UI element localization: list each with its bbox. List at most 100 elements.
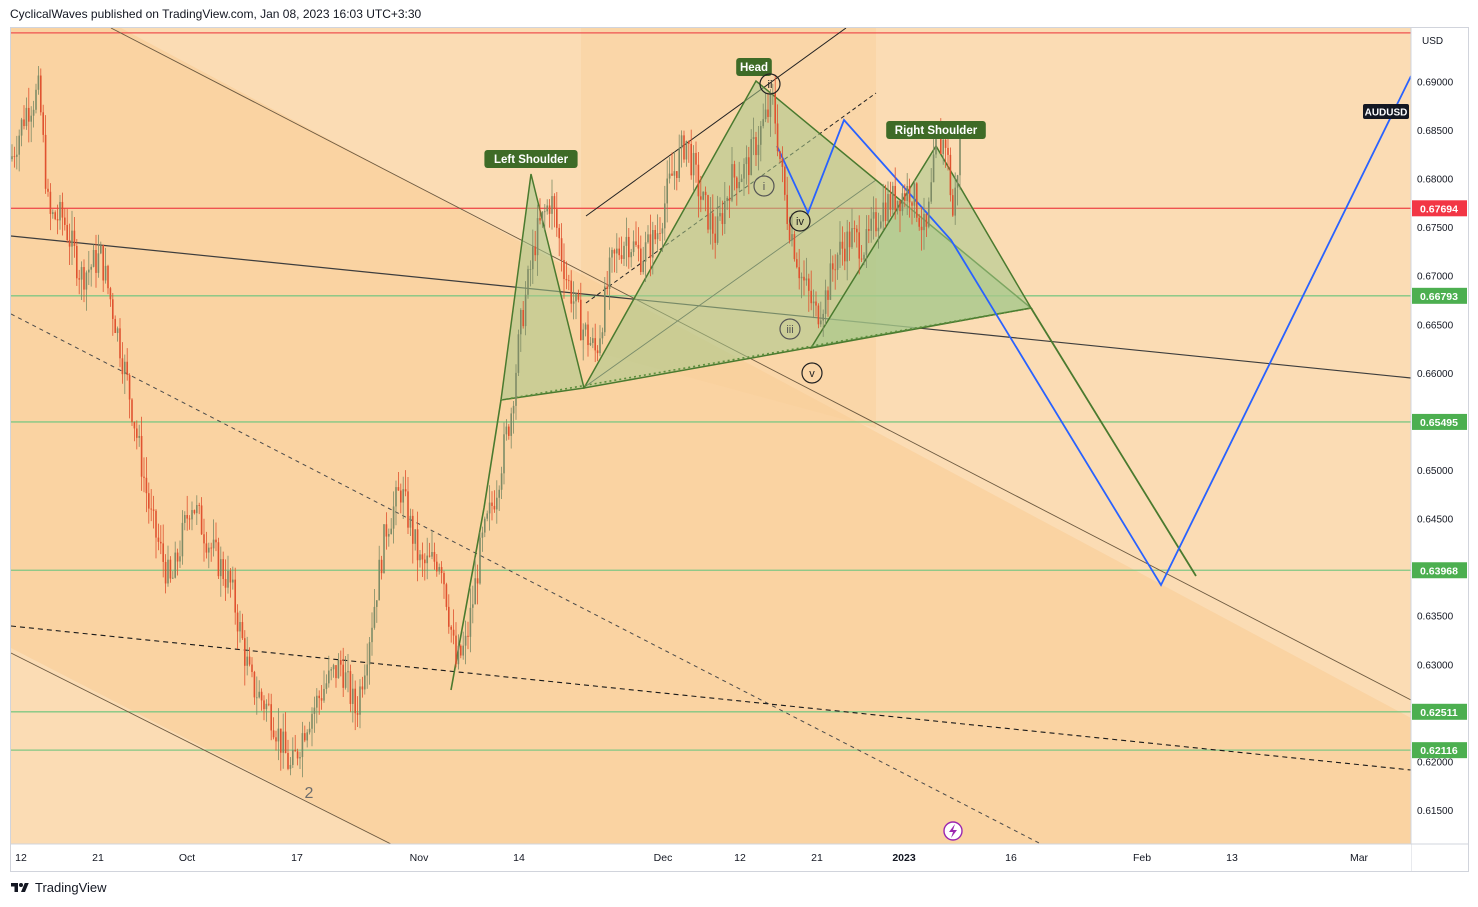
candle-body (32, 109, 35, 116)
candle-body (412, 515, 414, 544)
candle-body (344, 672, 347, 688)
candle-body (527, 269, 529, 295)
candle-body (894, 185, 896, 211)
candle-body (404, 489, 407, 492)
pattern-triangle[interactable] (809, 144, 1033, 350)
pattern-label[interactable]: Right Shoulder (886, 121, 986, 139)
candle-body (872, 212, 875, 219)
candle-body (942, 139, 944, 155)
wave-label-text: v (809, 368, 815, 380)
x-tick-label: 21 (92, 852, 104, 864)
candle-body (364, 675, 366, 690)
candle-body (882, 202, 884, 222)
pattern-projection-line[interactable] (1030, 307, 1197, 577)
price-label[interactable]: 0.62511 (1412, 703, 1467, 720)
candle-body (805, 278, 808, 281)
price-label[interactable]: 0.67694 (1412, 200, 1467, 217)
candle-body (628, 236, 630, 258)
candle-body (726, 197, 728, 202)
candle-body (193, 510, 196, 514)
price-label[interactable]: 0.65495 (1412, 413, 1467, 430)
candle-body (54, 212, 56, 220)
price-label-bg (1412, 562, 1467, 579)
candle-body (848, 231, 851, 248)
candle-body (208, 547, 210, 553)
candle-body (786, 194, 788, 225)
wave-label[interactable]: v (801, 362, 823, 384)
candle-body (116, 328, 119, 334)
wave-label[interactable]: iii (779, 318, 801, 340)
wave-label-circle (789, 210, 811, 232)
candle-body (798, 267, 800, 279)
wave-label-text: iii (786, 324, 793, 336)
candle-body (342, 664, 344, 688)
candle-body (731, 164, 733, 201)
candle-body (690, 143, 692, 176)
wave-label[interactable]: i (753, 175, 775, 197)
candle-body (632, 241, 635, 253)
candle-body (570, 280, 572, 304)
candle-body (248, 656, 251, 665)
candle-body (822, 313, 824, 321)
candle-body (292, 750, 294, 765)
candle-body (896, 200, 899, 211)
pattern-label[interactable]: Left Shoulder (484, 150, 578, 168)
candle-body (592, 338, 594, 343)
candle-body (361, 686, 364, 690)
candle-body (841, 241, 844, 249)
candle-body (630, 252, 632, 258)
candle-body (904, 193, 906, 201)
price-label[interactable]: 0.62116 (1412, 742, 1467, 759)
candle-body (604, 286, 606, 333)
candle-body (712, 213, 714, 234)
pattern-label-text: Right Shoulder (895, 125, 978, 137)
projection-zigzag[interactable] (776, 75, 1411, 587)
candle-body (143, 476, 145, 478)
trend-line[interactable] (11, 313, 1042, 844)
candle-body (529, 269, 532, 270)
candle-body (436, 561, 438, 572)
candle-body (179, 556, 181, 562)
candle-body (707, 195, 709, 230)
trend-line[interactable] (110, 28, 1411, 701)
price-label[interactable]: 0.66793 (1412, 287, 1467, 304)
chart-container[interactable]: Left Shoulder Head Right Shoulder ii i iv iii v… (10, 27, 1469, 872)
candle-body (354, 688, 356, 714)
candle-body (265, 703, 268, 710)
trend-line[interactable] (11, 652, 392, 844)
candle-body (426, 555, 428, 564)
pattern-label[interactable]: Head (736, 58, 772, 76)
candle-body (546, 205, 548, 212)
candle-body (272, 730, 275, 738)
candle-body (280, 728, 282, 753)
candle-body (498, 489, 500, 498)
candle-body (913, 183, 916, 206)
pattern-triangle[interactable] (500, 173, 585, 401)
candle-body (702, 191, 704, 200)
candle-body (560, 238, 563, 260)
wave-label[interactable]: iv (789, 210, 811, 232)
wave-label[interactable]: ii (759, 73, 781, 95)
candle-body (78, 278, 80, 280)
candle-body (184, 515, 186, 523)
candle-body (289, 764, 292, 769)
candle-body (124, 361, 126, 375)
price-label-text: 0.62116 (1420, 745, 1458, 757)
candle-body (553, 196, 556, 210)
trend-line[interactable] (585, 28, 847, 217)
candle-body (522, 309, 524, 327)
candle-body (877, 227, 880, 232)
impulse-leg[interactable] (450, 399, 502, 691)
candle-body (899, 200, 901, 212)
price-label[interactable]: 0.63968 (1412, 562, 1467, 579)
candle-body (450, 626, 452, 630)
candle-body (227, 570, 229, 588)
trend-line[interactable] (585, 92, 877, 304)
candle-body (654, 230, 656, 240)
candle-body (128, 374, 131, 400)
candle-body (491, 502, 493, 506)
candle-body (138, 435, 140, 438)
candle-body (714, 233, 716, 243)
lightning-icon[interactable] (943, 821, 963, 841)
